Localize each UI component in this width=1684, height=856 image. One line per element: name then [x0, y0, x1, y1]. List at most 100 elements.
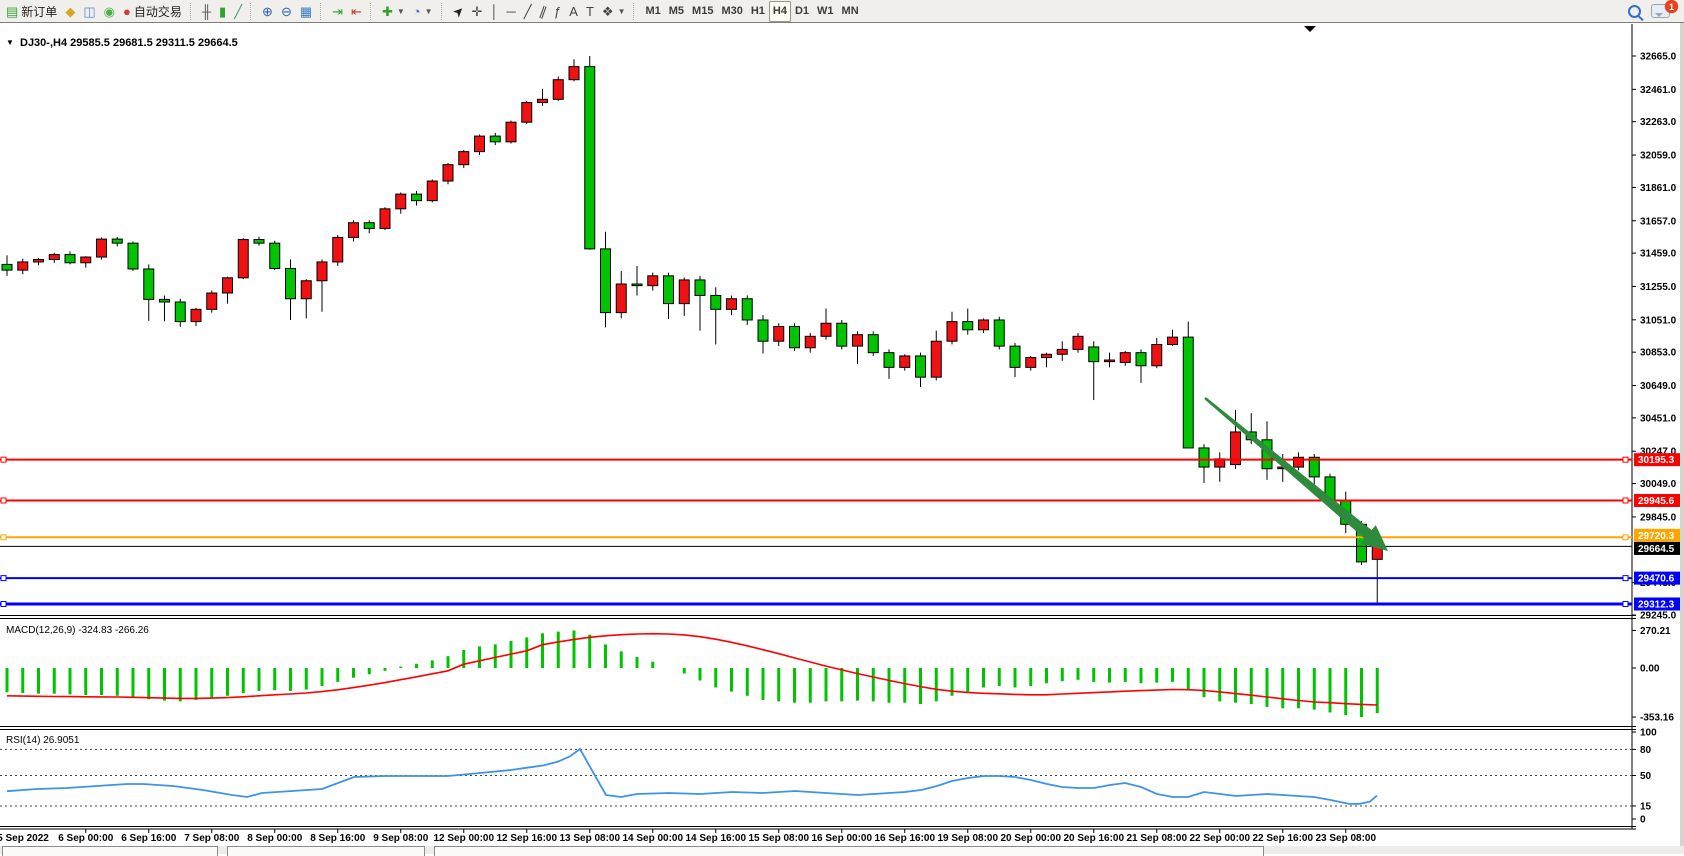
chart-shift-button-icon: ⇥	[332, 3, 344, 19]
candle-body	[1135, 352, 1147, 367]
candle-body	[143, 268, 155, 300]
chart-dropdown-icon[interactable]: ▼	[6, 38, 14, 47]
candle-body	[379, 208, 391, 229]
price-tick: 32461.0	[1640, 85, 1677, 96]
price-tick: 30049.0	[1640, 479, 1677, 490]
chart-tab-3[interactable]	[434, 846, 1264, 856]
candle-body	[316, 261, 328, 282]
candle-body	[442, 164, 454, 182]
candle-body	[237, 239, 249, 279]
chart-canvas[interactable]: 32665.0 32461.0 32263.0 32059.0 31861.0 31657…	[0, 23, 1684, 854]
time-label: 16 Sep 00:00	[811, 833, 872, 844]
autotrading-button[interactable]: ● 自动交易	[119, 1, 186, 22]
text-tool[interactable]: A	[565, 1, 582, 22]
arrows-tool-icon: ❖	[601, 3, 614, 19]
macd-label: MACD(12,26,9) -324.83 -266.26	[6, 625, 149, 636]
hline-handle[interactable]	[0, 600, 7, 607]
candle-body	[836, 322, 848, 347]
chart-shift-button[interactable]: ⇥	[328, 1, 347, 22]
candle-body	[757, 319, 769, 342]
time-label: 14 Sep 00:00	[622, 833, 683, 844]
hline-handle[interactable]	[1622, 600, 1629, 607]
candle-body	[930, 340, 942, 378]
hline-handle[interactable]	[0, 534, 7, 541]
candle-body	[804, 335, 816, 349]
chart-tab-2[interactable]	[227, 846, 425, 856]
hline-handle[interactable]	[1622, 497, 1629, 504]
tf-mn[interactable]: MN	[838, 1, 863, 22]
signals-button[interactable]: ◉	[100, 1, 119, 22]
auto-scroll-button[interactable]: ⇤	[347, 1, 366, 22]
trendline-tool[interactable]: ╱	[520, 1, 536, 22]
horizontal-line-tool-icon: ─	[506, 3, 516, 19]
horizontal-line-tool[interactable]: ─	[503, 1, 520, 22]
text-label-tool[interactable]: T	[582, 1, 598, 22]
rsi-tick: 100	[1640, 728, 1657, 739]
tf-m30[interactable]: M30	[717, 1, 746, 22]
new-chart-button-icon: ◫	[83, 3, 96, 19]
tf-d1[interactable]: D1	[791, 1, 813, 22]
price-tick: 32059.0	[1640, 151, 1677, 162]
zoom-in-button[interactable]: ⊕	[258, 1, 277, 22]
chart-tab-1[interactable]	[2, 846, 218, 856]
cursor-tool[interactable]: ➤	[449, 1, 468, 22]
tf-m5[interactable]: M5	[665, 1, 688, 22]
add-indicator-button[interactable]: ✚ ▼	[378, 1, 409, 22]
candle-body	[1151, 343, 1163, 367]
time-label: 22 Sep 00:00	[1189, 833, 1250, 844]
vertical-line-tool[interactable]: │	[486, 1, 502, 22]
tf-w1[interactable]: W1	[813, 1, 838, 22]
toolbar-separator	[250, 2, 254, 20]
tf-m1[interactable]: M1	[641, 1, 664, 22]
candle-body	[411, 193, 422, 202]
tile-windows-button-icon: ▦	[299, 3, 313, 19]
fibonacci-tool[interactable]: ƒ	[550, 1, 565, 22]
macd-tick: 0.00	[1640, 664, 1660, 675]
tile-windows-button[interactable]: ▦	[296, 1, 316, 22]
hline-handle[interactable]	[0, 497, 7, 504]
notification-badge: 1	[1665, 0, 1678, 13]
candle-body	[1230, 431, 1241, 466]
candle-body	[1104, 359, 1115, 363]
candle-body	[474, 135, 485, 153]
rsi-label: RSI(14) 26.9051	[6, 735, 80, 746]
dropdown-caret-icon: ▼	[396, 6, 405, 16]
new-chart-button[interactable]: ◫	[79, 1, 99, 22]
trend-arrow[interactable]	[1204, 397, 1388, 551]
market-watch-button-icon: ◆	[65, 3, 76, 19]
candle-body	[978, 319, 989, 331]
signals-button-icon: ◉	[103, 3, 115, 19]
candlestick-button[interactable]: ▮	[215, 1, 230, 22]
crosshair-tool-icon: ✛	[471, 3, 483, 19]
periods-button[interactable]: ◔ ▼	[409, 1, 437, 22]
chat-icon[interactable]: 1	[1651, 0, 1678, 18]
new-order-button[interactable]: ▤ 新订单	[2, 1, 61, 22]
line-chart-button[interactable]: ╱	[230, 1, 246, 22]
candle-body	[899, 355, 911, 368]
search-icon[interactable]	[1628, 4, 1641, 18]
hline-handle[interactable]	[1622, 456, 1629, 463]
channel-tool[interactable]: ∥	[536, 1, 551, 22]
price-tick: 30247.0	[1640, 447, 1677, 458]
arrows-tool[interactable]: ❖ ▼	[598, 1, 630, 22]
hline-handle[interactable]	[1622, 575, 1629, 582]
tf-h4[interactable]: H4	[768, 0, 791, 22]
tf-m1-label: M1	[645, 5, 661, 17]
tf-m15[interactable]: M15	[688, 1, 717, 22]
toolbar-separator	[633, 2, 637, 20]
price-label-box	[1634, 541, 1682, 555]
tf-h1[interactable]: H1	[747, 1, 769, 22]
text-label-tool-icon: T	[585, 3, 594, 19]
hline-handle[interactable]	[0, 456, 7, 463]
hline-handle[interactable]	[1622, 534, 1629, 541]
candle-body	[521, 102, 533, 123]
hline-handle[interactable]	[0, 575, 7, 582]
zoom-out-button[interactable]: ⊖	[277, 1, 296, 22]
macd-tick: 270.21	[1640, 626, 1671, 637]
bar-chart-button[interactable]: ╫	[198, 1, 215, 22]
candle-body	[1009, 345, 1021, 368]
candle-body	[678, 279, 690, 305]
market-watch-button[interactable]: ◆	[61, 1, 79, 22]
crosshair-tool[interactable]: ✛	[467, 1, 486, 22]
candle-body	[48, 254, 60, 260]
